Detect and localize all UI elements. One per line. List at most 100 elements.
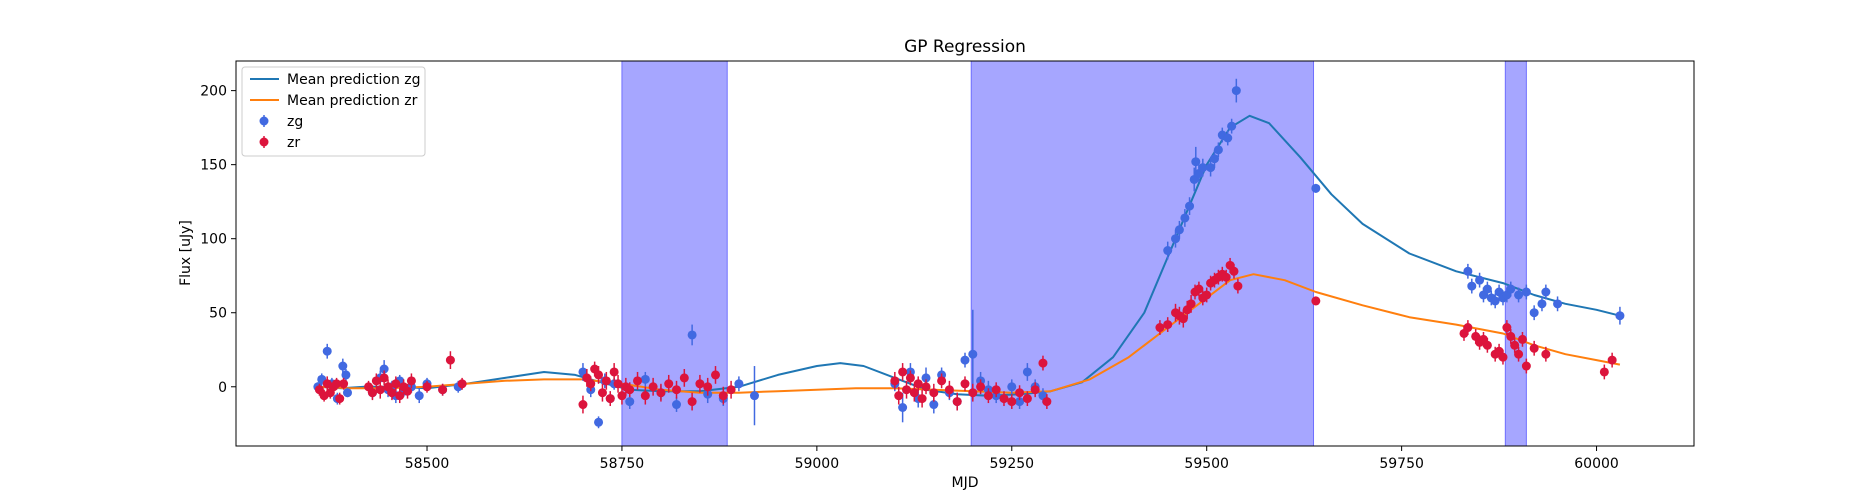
marker xyxy=(1209,154,1219,164)
marker xyxy=(438,385,448,395)
legend-label-zg-points: zg xyxy=(287,114,303,130)
shaded-region-1 xyxy=(970,60,1315,447)
x-tick-label: 58500 xyxy=(405,456,450,472)
data-point-zg xyxy=(1163,241,1173,260)
data-points xyxy=(313,78,1625,429)
legend-label-zr-points: zr xyxy=(287,135,300,151)
data-point-zr xyxy=(613,374,623,393)
marker xyxy=(734,379,744,389)
marker xyxy=(1502,323,1512,333)
data-point-zr xyxy=(371,373,381,389)
marker xyxy=(921,382,931,392)
marker xyxy=(687,397,697,407)
marker xyxy=(422,382,432,392)
marker xyxy=(1007,397,1017,407)
marker xyxy=(1553,299,1563,309)
marker xyxy=(640,391,650,401)
data-point-zg xyxy=(1022,363,1032,381)
marker xyxy=(1174,225,1184,235)
marker xyxy=(1311,296,1321,306)
legend-label-zr-line: Mean prediction zr xyxy=(287,93,418,109)
data-point-zr xyxy=(909,383,919,402)
y-axis-label: Flux [uJy] xyxy=(178,220,194,286)
data-point-zr xyxy=(664,374,674,393)
marker xyxy=(1185,201,1195,211)
marker xyxy=(1599,367,1609,377)
marker xyxy=(613,379,623,389)
marker xyxy=(379,364,389,374)
data-point-zg xyxy=(1490,293,1500,309)
marker xyxy=(1227,121,1237,131)
data-point-zg xyxy=(687,324,697,346)
marker xyxy=(1537,299,1547,309)
data-point-zr xyxy=(890,371,900,390)
marker xyxy=(1615,311,1625,321)
data-point-zr xyxy=(929,383,939,402)
data-point-zg xyxy=(1521,284,1531,300)
marker xyxy=(609,367,619,377)
data-point-zr xyxy=(367,385,377,401)
data-point-zg xyxy=(1206,158,1216,177)
data-point-zg xyxy=(338,358,348,374)
marker xyxy=(960,379,970,389)
data-point-zr xyxy=(952,392,962,411)
marker xyxy=(1221,272,1231,282)
data-point-zr xyxy=(335,392,345,405)
marker xyxy=(672,385,682,395)
marker xyxy=(1541,287,1551,297)
legend-marker xyxy=(259,116,269,126)
data-point-zg xyxy=(1541,284,1551,300)
marker xyxy=(601,376,611,386)
marker xyxy=(1042,397,1052,407)
data-point-zg xyxy=(342,388,352,398)
data-point-zr xyxy=(387,385,397,401)
data-point-zr xyxy=(640,386,650,405)
legend-marker xyxy=(259,137,269,147)
data-point-zr xyxy=(703,377,713,396)
marker xyxy=(640,374,650,384)
data-point-zr xyxy=(976,379,986,395)
data-point-zr xyxy=(375,380,385,399)
data-point-zg xyxy=(414,388,424,404)
marker xyxy=(1202,290,1212,300)
marker xyxy=(625,385,635,395)
data-point-zr xyxy=(1510,337,1520,353)
marker xyxy=(1030,385,1040,395)
legend-swatch-zg-points xyxy=(259,115,269,127)
data-point-zr xyxy=(1178,309,1188,328)
marker xyxy=(379,373,389,383)
marker xyxy=(1475,275,1485,285)
marker xyxy=(726,385,736,395)
marker xyxy=(929,400,939,410)
data-point-zg xyxy=(1482,281,1492,297)
data-point-zr xyxy=(1463,320,1473,335)
data-point-zg xyxy=(1553,296,1563,312)
marker xyxy=(902,385,912,395)
marker xyxy=(1482,284,1492,294)
marker xyxy=(1015,397,1025,407)
data-point-zr xyxy=(403,383,413,399)
data-point-zr xyxy=(1233,278,1243,294)
data-point-zg xyxy=(1180,209,1190,227)
data-point-zr xyxy=(1030,382,1040,398)
data-point-zr xyxy=(1163,317,1173,332)
data-point-zr xyxy=(983,388,993,404)
data-point-zr xyxy=(913,376,923,392)
marker xyxy=(586,379,596,389)
marker xyxy=(976,382,986,392)
marker xyxy=(898,403,908,412)
marker xyxy=(648,382,658,392)
marker xyxy=(335,394,345,404)
marker xyxy=(1467,281,1477,291)
data-point-zg xyxy=(734,376,744,392)
marker xyxy=(999,394,1009,404)
data-point-zr xyxy=(1521,358,1531,374)
data-point-zg xyxy=(322,343,332,359)
marker xyxy=(1191,157,1201,167)
data-point-zr xyxy=(1529,340,1539,356)
marker xyxy=(332,379,342,389)
data-point-zg xyxy=(1171,229,1181,248)
data-point-zr xyxy=(726,380,736,399)
marker xyxy=(952,397,962,407)
marker xyxy=(1194,284,1204,294)
